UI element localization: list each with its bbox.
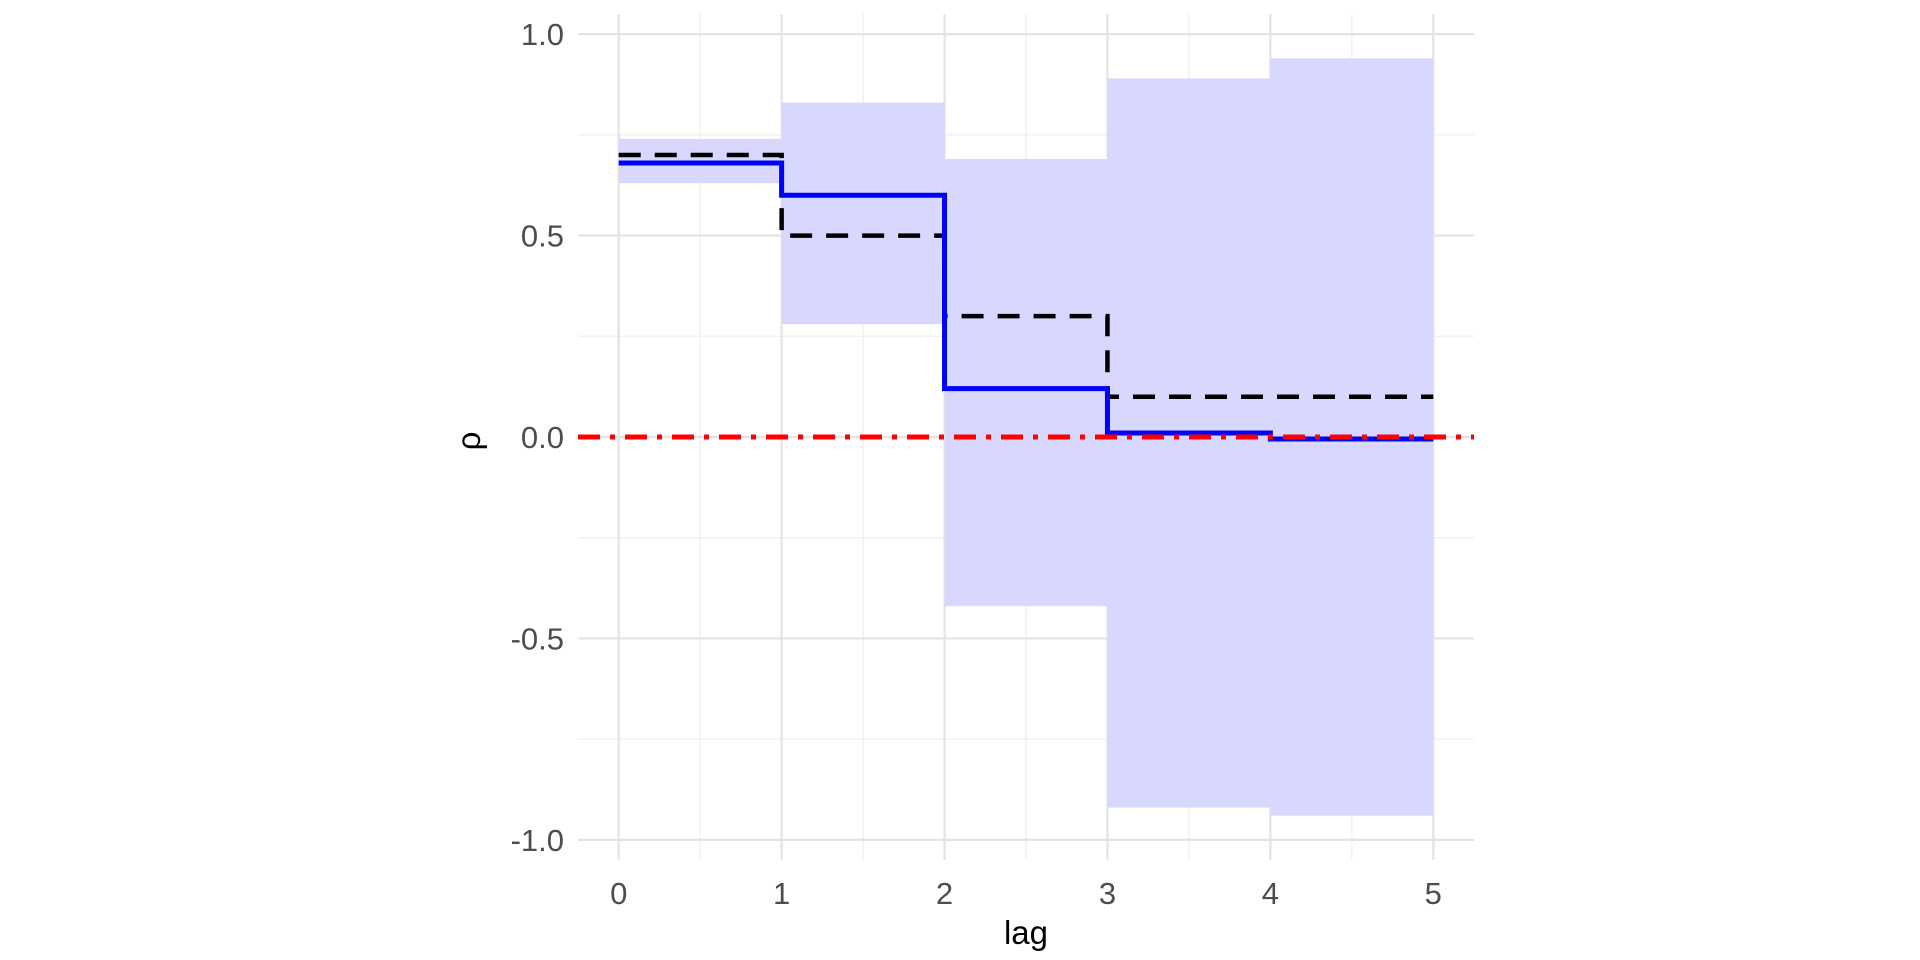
x-tick-label: 1 [773, 876, 790, 911]
y-axis-title: ρ [450, 432, 487, 451]
y-tick-labels: -1.0 -0.5 0.0 0.5 1.0 [511, 17, 564, 858]
y-tick-label: -1.0 [511, 823, 564, 858]
series-lines [578, 152, 1474, 442]
x-tick-label: 0 [610, 876, 627, 911]
x-tick-label: 3 [1099, 876, 1116, 911]
confidence-band-rect [781, 102, 945, 325]
y-tick-label: -0.5 [511, 621, 564, 656]
x-tick-label: 4 [1262, 876, 1279, 911]
y-tick-label: 0.5 [521, 219, 564, 254]
y-tick-label: 1.0 [521, 17, 564, 52]
confidence-band-rect [1107, 78, 1271, 808]
y-tick-label: 0.0 [521, 420, 564, 455]
x-tick-label: 2 [936, 876, 953, 911]
confidence-band-rect [944, 159, 1108, 607]
x-tick-labels: 0 1 2 3 4 5 [610, 876, 1442, 911]
x-tick-label: 5 [1425, 876, 1442, 911]
x-axis-title: lag [1004, 914, 1048, 951]
